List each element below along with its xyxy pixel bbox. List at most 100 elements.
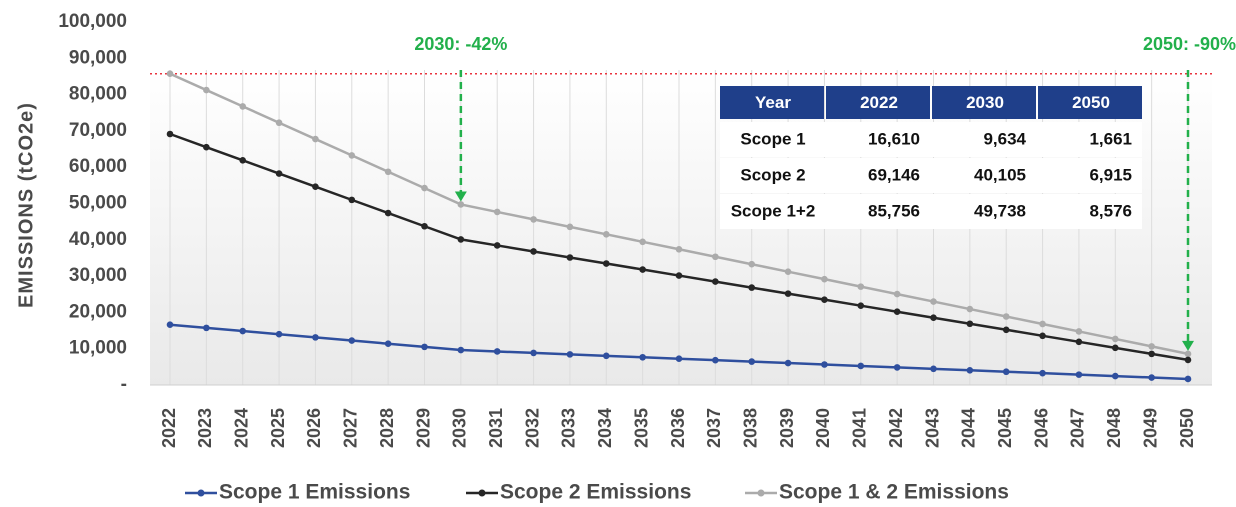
data-point bbox=[712, 356, 719, 364]
data-point bbox=[348, 196, 356, 204]
data-point bbox=[1039, 320, 1046, 328]
data-point bbox=[1111, 344, 1119, 352]
data-point bbox=[530, 349, 537, 357]
data-point bbox=[203, 324, 210, 332]
data-point bbox=[530, 248, 537, 255]
y-tick-label: 70,000 bbox=[69, 120, 127, 141]
y-tick-label: 90,000 bbox=[69, 47, 127, 68]
data-point bbox=[930, 298, 937, 305]
table-header-cell bbox=[932, 86, 1036, 119]
data-point bbox=[1184, 350, 1192, 358]
table-cell: 40,105 bbox=[974, 165, 1026, 184]
data-point bbox=[457, 346, 465, 354]
x-tick-label: 2026 bbox=[304, 408, 324, 448]
data-point bbox=[275, 330, 283, 338]
legend-marker bbox=[757, 489, 765, 497]
y-tick-label: 20,000 bbox=[69, 301, 127, 322]
data-point bbox=[675, 245, 683, 253]
data-point bbox=[748, 284, 756, 291]
data-point bbox=[1111, 372, 1119, 380]
table-cell: 8,576 bbox=[1089, 201, 1132, 220]
data-point bbox=[166, 130, 174, 138]
y-tick-label: 30,000 bbox=[69, 265, 127, 286]
legend-marker bbox=[478, 489, 486, 497]
y-tick-label: 40,000 bbox=[69, 229, 127, 250]
legend-marker bbox=[197, 489, 205, 497]
data-point bbox=[966, 305, 974, 313]
table-header: 2050 bbox=[1072, 93, 1110, 112]
data-point bbox=[857, 283, 865, 290]
data-point bbox=[784, 290, 792, 297]
x-tick-label: 2050 bbox=[1177, 408, 1197, 448]
data-point bbox=[748, 260, 756, 268]
data-point bbox=[712, 253, 719, 261]
data-point bbox=[821, 296, 828, 303]
data-point bbox=[239, 327, 247, 335]
data-point bbox=[602, 260, 610, 267]
x-tick-label: 2028 bbox=[377, 408, 397, 448]
table-cell: 1,661 bbox=[1089, 129, 1132, 148]
x-tick-label: 2047 bbox=[1068, 408, 1088, 448]
data-point bbox=[166, 70, 174, 78]
data-point bbox=[784, 359, 792, 367]
data-point bbox=[239, 103, 247, 110]
data-point bbox=[675, 355, 683, 363]
x-tick-label: 2023 bbox=[195, 408, 215, 448]
data-point bbox=[1111, 335, 1119, 343]
x-tick-label: 2024 bbox=[231, 408, 251, 448]
x-tick-label: 2034 bbox=[595, 408, 615, 448]
data-point bbox=[239, 157, 247, 164]
data-point bbox=[893, 290, 901, 298]
table-row bbox=[720, 158, 1142, 193]
data-point bbox=[639, 266, 646, 273]
x-tick-label: 2031 bbox=[486, 408, 506, 448]
data-point bbox=[966, 366, 974, 374]
data-point bbox=[203, 143, 210, 151]
x-tick-label: 2037 bbox=[704, 408, 724, 448]
data-point bbox=[421, 184, 428, 192]
data-point bbox=[1148, 374, 1155, 381]
data-point bbox=[1075, 328, 1083, 335]
data-point bbox=[1075, 338, 1083, 346]
data-point bbox=[457, 236, 465, 243]
data-point bbox=[1184, 356, 1192, 364]
x-tick-label: 2045 bbox=[995, 408, 1015, 448]
table-header: 2030 bbox=[966, 93, 1004, 112]
data-point bbox=[566, 223, 574, 231]
data-point bbox=[1148, 343, 1155, 350]
table-cell: 9,634 bbox=[983, 129, 1026, 148]
data-point bbox=[312, 334, 319, 341]
x-tick-label: 2043 bbox=[922, 408, 942, 448]
table-header: 2022 bbox=[860, 93, 898, 112]
table-cell: 6,915 bbox=[1089, 165, 1132, 184]
x-tick-label: 2025 bbox=[268, 408, 288, 448]
table-cell: Scope 1+2 bbox=[731, 201, 816, 220]
data-point bbox=[675, 272, 683, 279]
data-point bbox=[893, 308, 901, 316]
data-point bbox=[530, 216, 537, 223]
data-point bbox=[930, 314, 937, 322]
table-cell: Scope 1 bbox=[740, 129, 805, 148]
data-point bbox=[1039, 332, 1046, 340]
data-point bbox=[1002, 326, 1010, 334]
x-tick-label: 2044 bbox=[959, 408, 979, 448]
x-tick-label: 2049 bbox=[1140, 408, 1160, 448]
x-tick-label: 2039 bbox=[777, 408, 797, 448]
data-point bbox=[566, 254, 574, 261]
y-tick-label: 50,000 bbox=[69, 193, 127, 214]
data-point bbox=[1002, 368, 1010, 376]
x-tick-label: 2040 bbox=[813, 408, 833, 448]
data-point bbox=[966, 320, 974, 328]
data-point bbox=[384, 209, 392, 217]
table-cell: 16,610 bbox=[868, 129, 920, 148]
data-point bbox=[493, 208, 501, 216]
table-cell: 69,146 bbox=[868, 165, 920, 184]
data-point bbox=[203, 86, 210, 94]
data-point bbox=[384, 168, 392, 176]
x-tick-label: 2036 bbox=[668, 408, 688, 448]
table-header-cell bbox=[1038, 86, 1142, 119]
x-tick-label: 2046 bbox=[1031, 408, 1051, 448]
annotation-text: 2050: -90% bbox=[1143, 34, 1236, 54]
x-tick-label: 2041 bbox=[850, 408, 870, 448]
